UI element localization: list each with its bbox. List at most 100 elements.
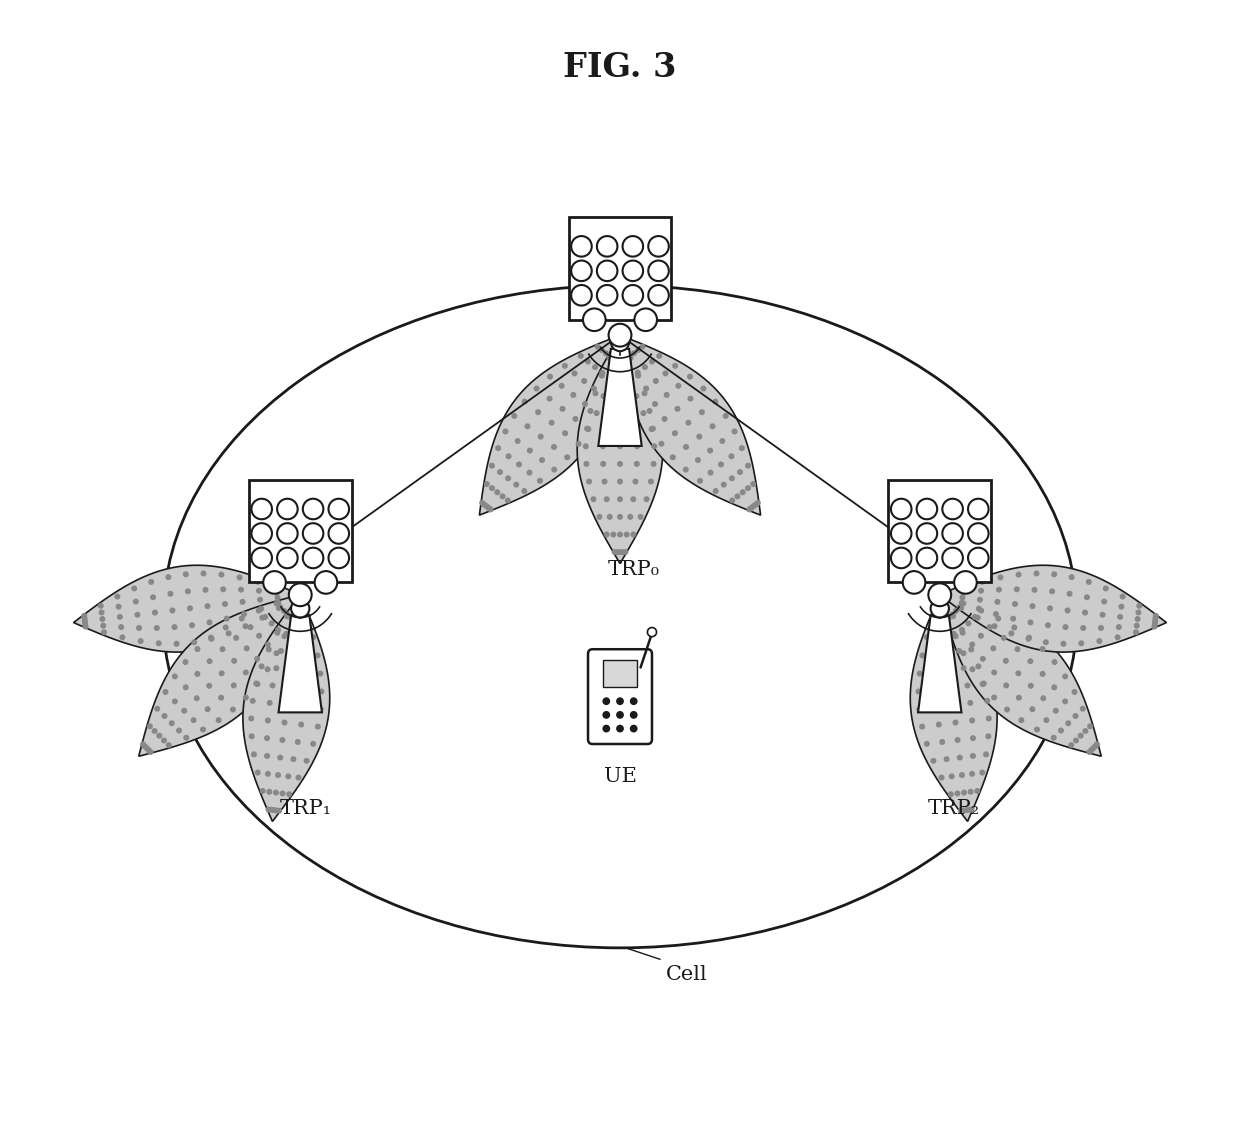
Circle shape — [549, 420, 554, 425]
Circle shape — [538, 478, 542, 483]
Circle shape — [255, 682, 259, 686]
Circle shape — [722, 482, 727, 486]
Circle shape — [1019, 718, 1024, 723]
Circle shape — [946, 616, 951, 620]
Circle shape — [603, 480, 606, 484]
Circle shape — [673, 363, 677, 368]
Circle shape — [647, 409, 652, 413]
Circle shape — [613, 356, 618, 361]
Circle shape — [998, 576, 1003, 580]
Circle shape — [961, 585, 966, 589]
Circle shape — [208, 635, 213, 640]
Circle shape — [587, 480, 591, 484]
Circle shape — [651, 461, 656, 466]
Circle shape — [1040, 671, 1045, 676]
Circle shape — [1016, 671, 1021, 676]
Circle shape — [968, 523, 988, 544]
Circle shape — [735, 494, 740, 499]
Circle shape — [284, 702, 289, 707]
Circle shape — [572, 260, 591, 281]
Circle shape — [1065, 609, 1070, 613]
Circle shape — [1087, 749, 1091, 754]
Circle shape — [100, 617, 104, 621]
Circle shape — [1092, 743, 1097, 748]
Circle shape — [615, 550, 620, 555]
Circle shape — [1040, 646, 1045, 651]
Circle shape — [636, 370, 640, 375]
Circle shape — [627, 515, 632, 520]
Circle shape — [218, 695, 223, 700]
Circle shape — [622, 356, 627, 361]
Circle shape — [1153, 617, 1158, 621]
Circle shape — [631, 532, 636, 537]
Circle shape — [713, 400, 718, 404]
Circle shape — [527, 471, 532, 475]
Circle shape — [329, 523, 350, 544]
Circle shape — [315, 653, 320, 658]
Circle shape — [563, 363, 567, 368]
Circle shape — [660, 442, 663, 447]
Circle shape — [1102, 600, 1106, 604]
Circle shape — [232, 683, 236, 687]
Circle shape — [631, 351, 636, 355]
Circle shape — [252, 753, 257, 757]
Circle shape — [1089, 748, 1094, 753]
Circle shape — [1011, 617, 1016, 621]
Circle shape — [319, 707, 322, 711]
Circle shape — [636, 373, 640, 378]
Circle shape — [1063, 625, 1068, 629]
Polygon shape — [243, 595, 330, 821]
Circle shape — [970, 772, 975, 777]
Circle shape — [192, 640, 196, 644]
Circle shape — [257, 588, 262, 593]
Circle shape — [626, 373, 631, 378]
Circle shape — [572, 393, 575, 397]
Circle shape — [153, 610, 157, 614]
Circle shape — [951, 702, 956, 707]
Text: TRP₀: TRP₀ — [608, 560, 660, 579]
Circle shape — [604, 497, 609, 501]
Circle shape — [526, 424, 529, 428]
Circle shape — [608, 354, 613, 359]
Circle shape — [139, 638, 143, 643]
Circle shape — [954, 609, 959, 613]
Circle shape — [559, 384, 564, 388]
Circle shape — [1104, 586, 1109, 590]
Circle shape — [195, 695, 198, 700]
Circle shape — [960, 595, 965, 600]
Circle shape — [608, 356, 611, 361]
Circle shape — [280, 738, 285, 742]
Circle shape — [1074, 738, 1079, 742]
Circle shape — [1099, 626, 1104, 630]
Circle shape — [285, 614, 289, 619]
Circle shape — [166, 574, 171, 579]
Polygon shape — [940, 565, 1167, 652]
Circle shape — [248, 625, 253, 629]
Circle shape — [221, 646, 224, 651]
Circle shape — [608, 515, 613, 520]
Circle shape — [289, 584, 311, 606]
Circle shape — [207, 620, 212, 625]
Circle shape — [539, 458, 544, 463]
Circle shape — [977, 597, 982, 602]
Circle shape — [629, 376, 632, 380]
Circle shape — [303, 652, 308, 657]
Circle shape — [1068, 592, 1071, 596]
Circle shape — [701, 386, 706, 391]
Circle shape — [286, 791, 291, 796]
Circle shape — [699, 410, 704, 415]
Circle shape — [890, 499, 911, 520]
Circle shape — [683, 467, 688, 472]
Circle shape — [972, 614, 977, 619]
Circle shape — [1086, 580, 1091, 585]
Circle shape — [265, 772, 270, 777]
Circle shape — [649, 260, 668, 281]
Circle shape — [274, 790, 278, 795]
Circle shape — [978, 609, 983, 613]
Polygon shape — [577, 336, 663, 564]
Circle shape — [635, 308, 657, 331]
Circle shape — [219, 572, 223, 577]
Circle shape — [1016, 646, 1019, 651]
Circle shape — [304, 669, 308, 674]
Circle shape — [983, 753, 988, 757]
